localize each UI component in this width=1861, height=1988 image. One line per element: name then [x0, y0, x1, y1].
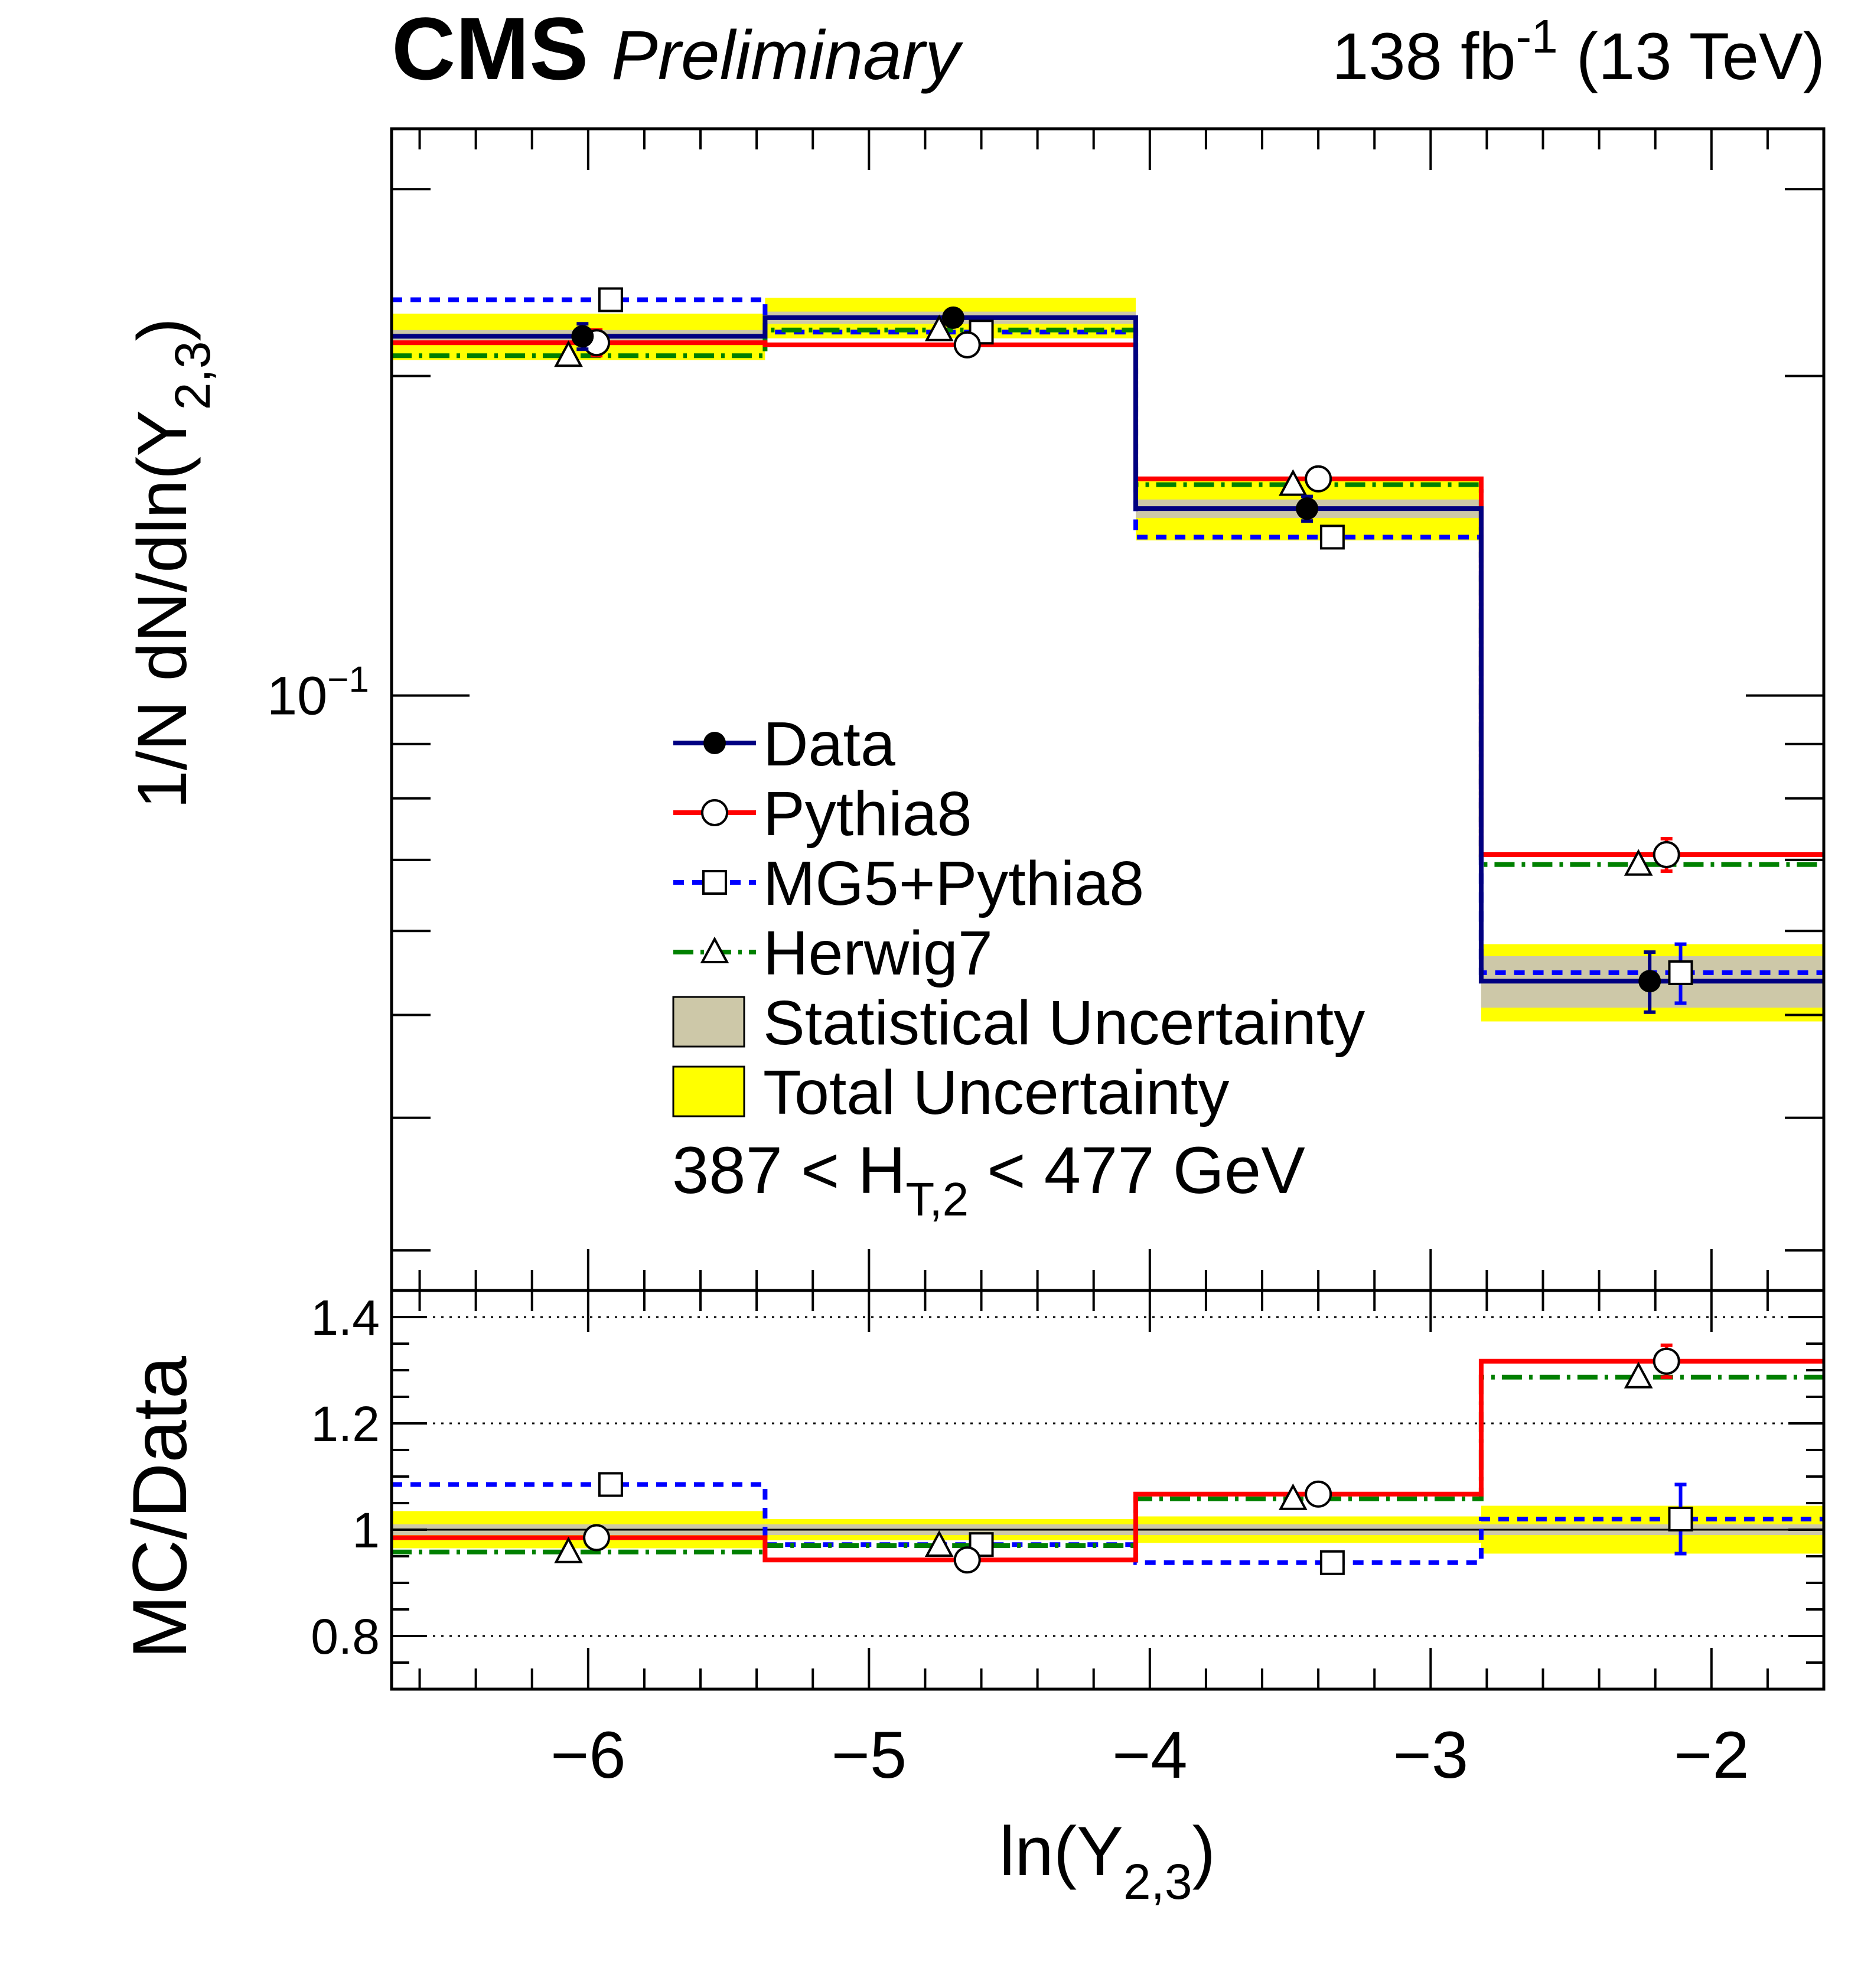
legend-stat-uncertainty-swatch [672, 996, 745, 1048]
annotation-pre: 387 < H [672, 1133, 905, 1207]
bin-range-annotation: 387 < HT,2 < 477 GeV [672, 1133, 1305, 1226]
data-histogram [392, 315, 1824, 984]
energy-value: (13 TeV) [1558, 19, 1825, 93]
ratio-uncertainty-bands [392, 1505, 1824, 1554]
legend-data-marker [703, 732, 726, 754]
legend-herwig7-marker [700, 936, 729, 963]
pythia8-point [1305, 465, 1332, 493]
x-axis-label-base: ln(Y [999, 1813, 1123, 1891]
x-axis-label-sub: 2,3 [1123, 1854, 1192, 1909]
ratio-mg5-pythia8-point [1319, 1550, 1345, 1575]
y-axis-label: 1/N dN/dln(Y2,3) [123, 318, 220, 809]
y-tick-label-exp: −1 [327, 660, 369, 700]
pythia8-point [953, 331, 981, 359]
ratio-herwig7-point [924, 1530, 954, 1557]
lumi-value: 138 fb [1332, 19, 1515, 93]
data-point [941, 306, 964, 329]
ratio-y-tick-label: 1.2 [311, 1396, 380, 1452]
mg5-pythia8-point [598, 287, 623, 312]
x-tick-label: −3 [1393, 1718, 1468, 1792]
ratio-series [392, 1343, 1824, 1575]
ratio-pythia8-point [1305, 1480, 1332, 1508]
legend-stat-uncertainty-label: Statistical Uncertainty [763, 988, 1365, 1058]
status-label: Preliminary [611, 17, 963, 94]
pythia8-point [1653, 841, 1680, 869]
x-axis-label: ln(Y2,3) [999, 1813, 1215, 1909]
herwig7-point [1278, 469, 1308, 496]
annotation-post: < 477 GeV [969, 1133, 1305, 1207]
pythia8-histogram [392, 340, 1824, 858]
x-tick-label: −2 [1674, 1718, 1749, 1792]
ratio-panel: 0.8 1 1.2 1.4 −6 −5 −4 −3 −2 MC/Data ln(Y2,3) [116, 1289, 1826, 1909]
ratio-frame [390, 1289, 1826, 1691]
ratio-mg5-pythia8-point [1668, 1507, 1693, 1531]
y-tick-label-base: 10 [267, 666, 327, 726]
main-series [392, 287, 1824, 1014]
herwig7-point [554, 340, 583, 367]
x-tick-label: −4 [1112, 1718, 1188, 1792]
ratio-pythia8-point [953, 1546, 981, 1574]
lumi-exponent: -1 [1515, 10, 1557, 63]
ratio-herwig7-point [1624, 1361, 1653, 1389]
herwig7-point [924, 314, 954, 341]
ratio-y-axis-label: MC/Data [116, 1355, 203, 1659]
ratio-y-tick-label: 0.8 [311, 1609, 380, 1664]
experiment-label: CMS [392, 0, 588, 98]
legend-mg5-pythia8-marker [702, 870, 727, 895]
legend-herwig7-label: Herwig7 [763, 918, 993, 988]
legend-mg5-pythia8-label: MG5+Pythia8 [763, 849, 1144, 918]
ratio-mg5-pythia8-point [598, 1472, 623, 1497]
data-point [1638, 970, 1661, 993]
annotation-sub: T,2 [905, 1173, 969, 1226]
legend-total-uncertainty-label: Total Uncertainty [763, 1058, 1229, 1127]
x-axis-label-close: ) [1192, 1813, 1215, 1891]
mg5-pythia8-point [1319, 524, 1345, 550]
ratio-herwig7-point [1278, 1483, 1308, 1510]
herwig7-histogram [392, 327, 1824, 867]
data-point [571, 325, 594, 348]
lumi-energy-label: 138 fb-1 (13 TeV) [1332, 10, 1825, 93]
legend-data-label: Data [763, 709, 895, 779]
ratio-pythia8-point [583, 1524, 611, 1552]
legend-pythia8-label: Pythia8 [763, 779, 972, 849]
legend-pythia8-marker [701, 799, 728, 826]
legend: DataPythia8MG5+Pythia8Herwig7Statistical… [672, 709, 1365, 1127]
ratio-pythia8-point [1653, 1347, 1680, 1375]
x-tick-label: −5 [831, 1718, 907, 1792]
data-point [1296, 497, 1319, 520]
x-tick-label: −6 [550, 1718, 626, 1792]
ratio-y-tick-label: 1.4 [311, 1290, 380, 1345]
legend-total-uncertainty-swatch [672, 1065, 745, 1117]
ratio-y-tick-label: 1 [352, 1503, 380, 1558]
y-axis-label-base: 1/N dN/dln(Y [123, 410, 201, 809]
ratio-axes: 0.8 1 1.2 1.4 −6 −5 −4 −3 −2 [311, 1289, 1826, 1792]
ratio-herwig7-point [554, 1536, 583, 1563]
y-axis-label-sub: 2,3 [165, 341, 220, 410]
main-panel: DataPythia8MG5+Pythia8Herwig7Statistical… [123, 127, 1826, 1292]
ratio-pythia8-histogram [392, 1358, 1824, 1563]
y-tick-label: 10−1 [267, 660, 369, 726]
herwig7-point [1624, 849, 1653, 876]
y-axis-label-close: ) [123, 318, 201, 341]
mg5-pythia8-point [1668, 960, 1693, 985]
